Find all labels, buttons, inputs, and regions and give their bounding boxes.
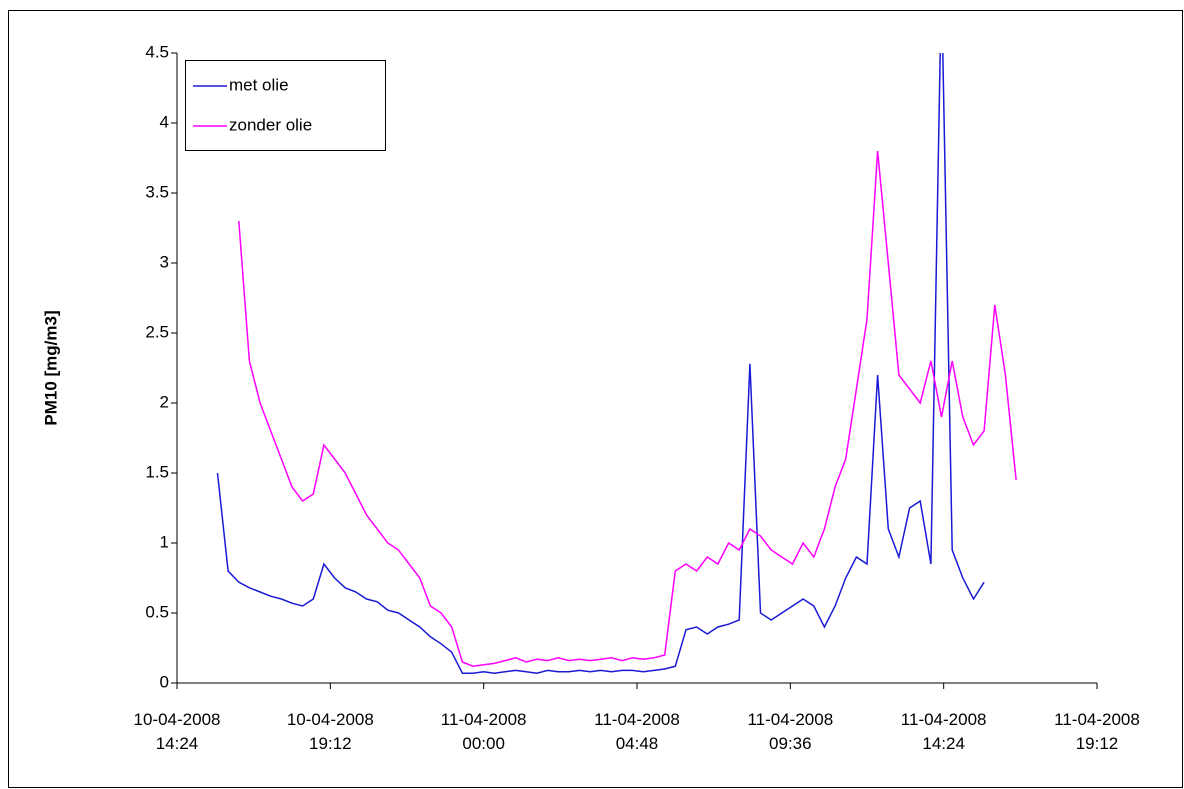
x-tick-label: 11-04-2008 04:48 — [594, 710, 680, 753]
y-tick-label: 0.5 — [145, 602, 169, 621]
y-tick-label: 4 — [160, 112, 169, 131]
x-tick-label: 11-04-2008 00:00 — [440, 710, 527, 753]
chart-frame — [8, 10, 1183, 788]
x-tick-label: 10-04-2008 19:12 — [286, 710, 374, 753]
legend-label: met olie — [229, 75, 289, 94]
data-line — [238, 150, 1017, 667]
y-tick-label: 1.5 — [145, 462, 169, 481]
legend-box — [185, 60, 386, 151]
y-tick-label: 2 — [160, 392, 169, 411]
y-tick-label: 3.5 — [145, 182, 169, 201]
data-line — [216, 53, 985, 674]
x-tick-label: 10-04-2008 14:24 — [133, 710, 221, 753]
y-tick-label: 3 — [160, 252, 169, 271]
y-tick-label: 2.5 — [145, 322, 169, 341]
x-tick-label: 11-04-2008 19:12 — [1054, 710, 1140, 753]
x-tick-label: 11-04-2008 09:36 — [747, 710, 834, 753]
y-tick-label: 4.5 — [145, 42, 169, 61]
y-axis-label: PM10 [mg/m3] — [41, 310, 60, 425]
plot-area — [216, 53, 1017, 674]
y-tick-label: 1 — [160, 532, 169, 551]
legend-label: zonder olie — [229, 115, 312, 134]
y-tick-label: 0 — [160, 672, 169, 691]
x-tick-label: 11-04-2008 14:24 — [900, 710, 987, 753]
